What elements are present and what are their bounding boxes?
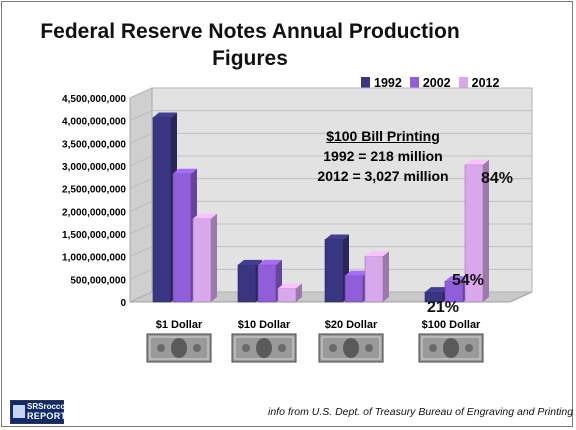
y-tick-label: 2,500,000,000 — [62, 185, 126, 196]
chart-side-wall — [129, 87, 153, 303]
bar — [192, 218, 212, 303]
gridline-side — [129, 155, 153, 167]
logo-text-top: SRSrocco — [27, 402, 66, 411]
source-footer: info from U.S. Dept. of Treasury Bureau … — [268, 406, 574, 418]
bar-top — [445, 276, 469, 282]
logo-text-bottom: REPORT — [27, 411, 67, 421]
legend-item-1992: 1992 — [361, 76, 402, 90]
y-tick-label: 500,000,000 — [70, 275, 126, 286]
y-tick-label: 3,000,000,000 — [62, 162, 126, 173]
annotation-heading: $100 Bill Printing — [326, 128, 440, 144]
banknote-seal — [429, 344, 437, 352]
srsrocco-logo: SRSrocco REPORT — [10, 400, 67, 424]
banknote-seal — [242, 344, 250, 352]
bar-top — [173, 168, 197, 174]
gridline-side — [129, 268, 153, 280]
legend-label-2012: 2012 — [471, 76, 500, 90]
banknote-portrait — [171, 338, 187, 358]
bar — [257, 264, 277, 303]
bar — [344, 275, 364, 303]
bar-top — [345, 270, 369, 276]
banknote-portrait — [343, 338, 359, 358]
y-tick-label: 0 — [120, 298, 126, 309]
bar — [172, 173, 192, 303]
chart-title-line-2: Figures — [212, 47, 288, 70]
percent-label-2012: 84% — [481, 170, 514, 187]
chart-legend: 1992 2002 2012 — [361, 76, 499, 90]
bar-top — [325, 234, 349, 240]
logo-badge-icon — [13, 405, 25, 418]
bar-top — [425, 287, 449, 293]
y-tick-label: 1,000,000,000 — [62, 253, 126, 264]
y-tick-label: 2,000,000,000 — [62, 207, 126, 218]
legend-label-1992: 1992 — [374, 76, 402, 90]
y-tick-label: 4,000,000,000 — [62, 117, 126, 128]
percent-label-1992: 21% — [427, 299, 460, 316]
bar-top — [193, 213, 217, 219]
bar — [237, 264, 257, 303]
gridline-side — [129, 223, 153, 235]
banknote-portrait — [256, 338, 272, 358]
annotation-line-2012: 2012 = 3,027 million — [317, 168, 449, 184]
x-tick-label: $100 Dollar — [422, 319, 481, 331]
chart-title: Federal Reserve Notes Annual Production … — [40, 18, 460, 72]
banknote-border — [149, 336, 209, 360]
gridline-side — [129, 178, 153, 190]
banknote-border — [321, 336, 381, 360]
bar — [152, 117, 172, 303]
bar-top — [258, 259, 282, 265]
bar — [364, 255, 384, 303]
legend-swatch-1992 — [361, 77, 370, 89]
annotation-line-1992: 1992 = 218 million — [323, 148, 443, 164]
legend-swatch-2002 — [409, 77, 419, 89]
gridline-side — [129, 246, 153, 258]
banknote-seal — [193, 344, 201, 352]
legend-item-2002: 2002 — [409, 76, 451, 90]
x-tick-label: $1 Dollar — [156, 319, 203, 331]
bar-side — [383, 251, 389, 302]
gridline-side — [129, 200, 153, 212]
banknote-seal — [278, 344, 286, 352]
bar-top — [365, 251, 389, 257]
banknote-border — [421, 336, 481, 360]
bar-top — [153, 112, 177, 118]
y-tick-label: 4,500,000,000 — [62, 94, 126, 105]
banknote-seal — [465, 344, 473, 352]
bar-top — [465, 159, 489, 165]
legend-label-2002: 2002 — [422, 76, 451, 90]
banknote-seal — [365, 344, 373, 352]
banknote-seal — [157, 344, 165, 352]
bar-side — [296, 283, 302, 302]
bar-top — [278, 283, 302, 289]
bar — [277, 288, 297, 303]
bar-top — [238, 259, 262, 265]
y-tick-label: 1,500,000,000 — [62, 230, 126, 241]
banknote-portrait — [443, 338, 459, 358]
gridline-side — [129, 87, 153, 99]
x-tick-label: $20 Dollar — [325, 319, 378, 331]
bar-side — [211, 213, 217, 302]
chart-title-line-1: Federal Reserve Notes Annual Production — [40, 20, 460, 43]
gridline-side — [129, 291, 153, 303]
legend-item-2012: 2012 — [458, 76, 500, 90]
banknote-seal — [329, 344, 337, 352]
gridline-side — [129, 110, 153, 122]
y-tick-label: 3,500,000,000 — [62, 139, 126, 150]
gridline-side — [129, 132, 153, 144]
percent-label-2002: 54% — [452, 272, 485, 289]
hundred-bill-annotation: $100 Bill Printing 1992 = 218 million 20… — [298, 126, 468, 186]
bar-side — [483, 159, 489, 302]
bar — [324, 239, 344, 303]
banknote-border — [234, 336, 294, 360]
x-tick-label: $10 Dollar — [238, 319, 291, 331]
legend-swatch-2012 — [458, 77, 468, 89]
